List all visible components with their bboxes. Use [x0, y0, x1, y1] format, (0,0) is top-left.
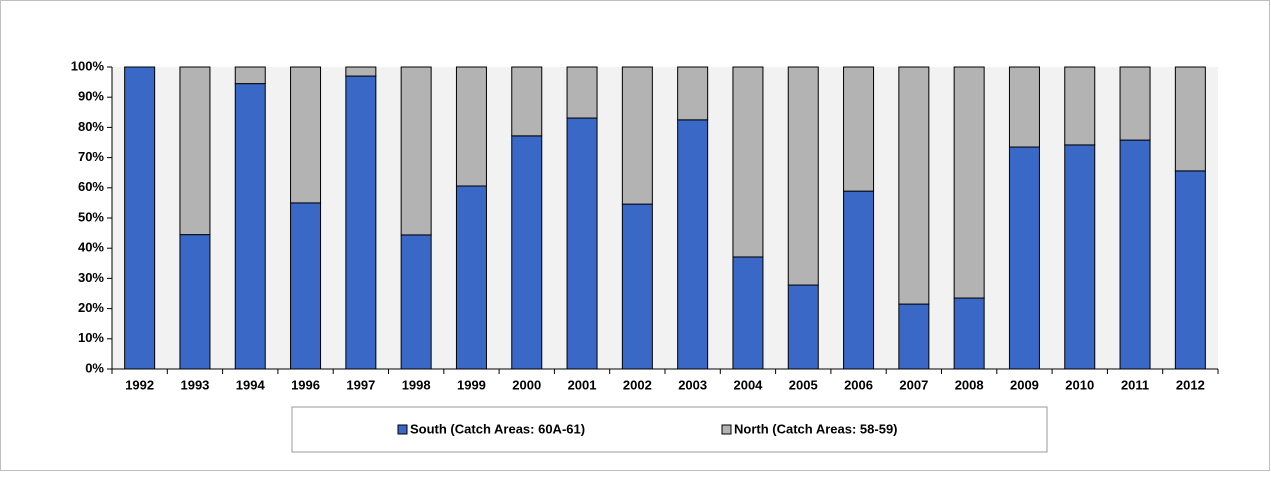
- y-tick-label: 100%: [71, 58, 105, 73]
- bar-segment: [179, 66, 211, 236]
- bar-segment: [345, 75, 377, 370]
- x-tick-label: 1999: [457, 377, 486, 392]
- y-tick-label: 50%: [78, 209, 104, 224]
- legend-box: [291, 406, 1048, 453]
- bar-segment: [455, 66, 487, 187]
- x-tick-label: 2005: [789, 377, 818, 392]
- bar-segment: [179, 234, 211, 370]
- x-tick-label: 2008: [955, 377, 984, 392]
- bar-segment: [953, 297, 985, 370]
- legend-label: North (Catch Areas: 58-59): [734, 421, 898, 436]
- bar-segment: [124, 66, 156, 370]
- plot-area: [112, 67, 1218, 369]
- x-tick-label: 2010: [1065, 377, 1094, 392]
- x-tick-label: 1992: [125, 377, 154, 392]
- bar-segment: [1008, 66, 1040, 148]
- bar-segment: [234, 66, 266, 85]
- x-tick-label: 2007: [899, 377, 928, 392]
- bar-segment: [400, 66, 432, 236]
- y-tick-label: 90%: [78, 89, 104, 104]
- x-tick-label: 1994: [236, 377, 266, 392]
- bar-segment: [566, 66, 598, 119]
- y-tick-label: 10%: [78, 330, 104, 345]
- x-tick-label: 2004: [733, 377, 763, 392]
- bar-segment: [787, 284, 819, 370]
- x-tick-label: 2006: [844, 377, 873, 392]
- bar-segment: [1064, 66, 1096, 146]
- bar-segment: [843, 190, 875, 370]
- y-tick-label: 40%: [78, 240, 104, 255]
- x-tick-label: 1997: [346, 377, 375, 392]
- legend-swatch: [397, 424, 408, 435]
- bar-segment: [621, 203, 653, 370]
- bar-segment: [732, 256, 764, 370]
- x-tick-label: 2011: [1121, 377, 1149, 392]
- bar-segment: [953, 66, 985, 299]
- y-tick-label: 30%: [78, 270, 104, 285]
- x-tick-label: 2009: [1010, 377, 1039, 392]
- bar-segment: [566, 117, 598, 370]
- legend-swatch: [721, 424, 732, 435]
- bar-segment: [455, 185, 487, 370]
- bar-segment: [787, 66, 819, 286]
- bar-segment: [732, 66, 764, 258]
- x-tick-label: 1998: [402, 377, 431, 392]
- bar-segment: [234, 83, 266, 370]
- x-tick-label: 2002: [623, 377, 652, 392]
- bar-segment: [290, 66, 322, 204]
- bar-segment: [290, 202, 322, 370]
- x-tick-label: 2003: [678, 377, 707, 392]
- x-tick-label: 1993: [180, 377, 209, 392]
- bar-segment: [677, 119, 709, 370]
- x-tick-label: 2012: [1176, 377, 1205, 392]
- x-tick-label: 2001: [568, 377, 597, 392]
- y-tick-label: 20%: [78, 300, 104, 315]
- bar-segment: [1119, 66, 1151, 141]
- bar-segment: [345, 66, 377, 77]
- legend-label: South (Catch Areas: 60A-61): [410, 421, 585, 436]
- y-tick-label: 80%: [78, 119, 104, 134]
- bar-segment: [1119, 139, 1151, 370]
- bar-segment: [511, 66, 543, 137]
- bar-segment: [898, 66, 930, 305]
- bar-segment: [400, 234, 432, 370]
- bar-segment: [1174, 170, 1206, 370]
- bar-segment: [898, 303, 930, 370]
- bar-segment: [1064, 144, 1096, 370]
- x-tick-label: 2000: [512, 377, 541, 392]
- x-tick-label: 1996: [291, 377, 320, 392]
- bar-segment: [843, 66, 875, 192]
- bar-segment: [511, 135, 543, 370]
- y-tick-label: 70%: [78, 149, 104, 164]
- bar-segment: [1174, 66, 1206, 172]
- bar-segment: [621, 66, 653, 205]
- bar-segment: [677, 66, 709, 121]
- bar-segment: [1008, 146, 1040, 370]
- y-tick-label: 60%: [78, 179, 104, 194]
- y-tick-label: 0%: [85, 360, 104, 375]
